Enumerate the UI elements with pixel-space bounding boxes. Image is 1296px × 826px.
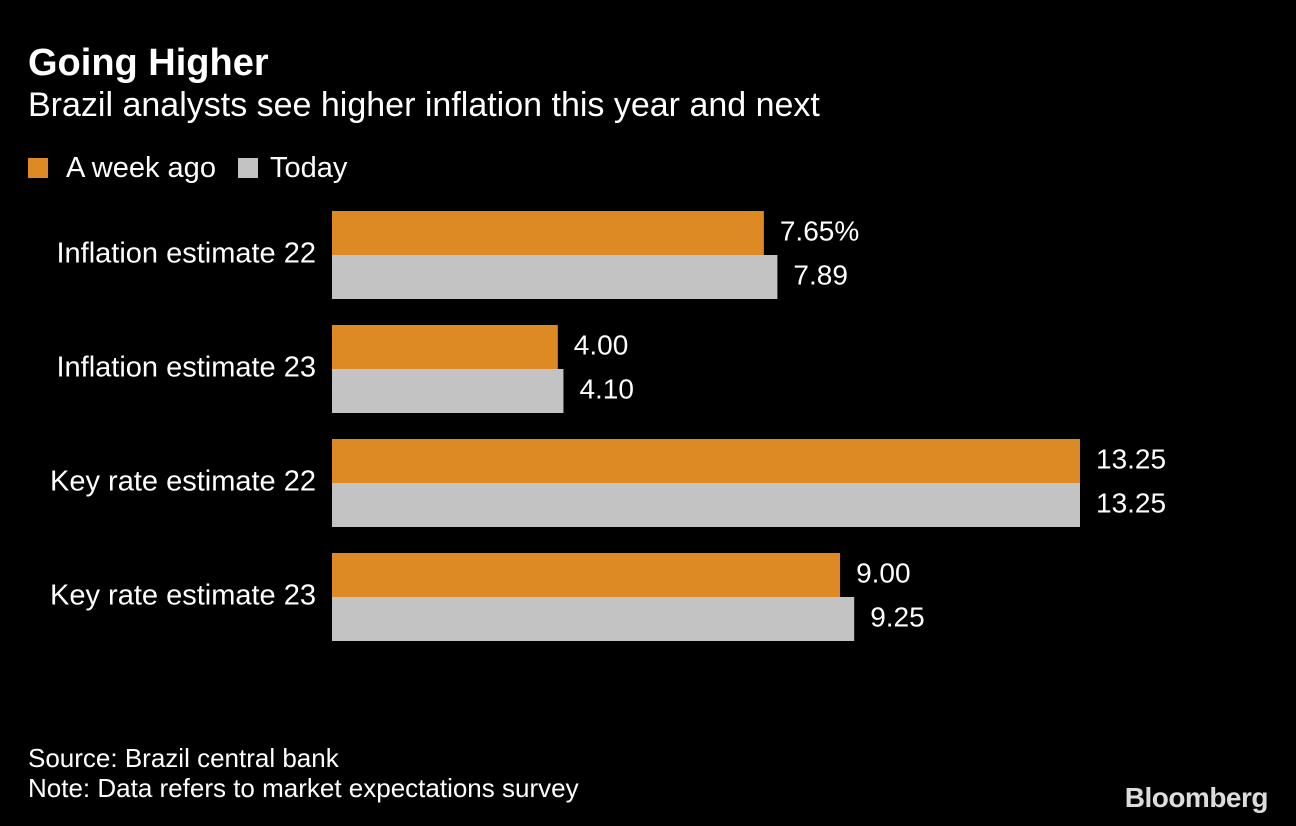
legend-swatch-today (237, 158, 258, 178)
category-label: Inflation estimate 22 (56, 238, 316, 270)
legend-item-week-ago: A week ago (28, 152, 216, 185)
bar-week-ago (332, 325, 558, 369)
source-note: Source: Brazil central bank (28, 743, 339, 773)
data-note: Note: Data refers to market expectations… (28, 773, 579, 803)
legend-swatch-week-ago (28, 158, 48, 178)
data-label: 13.25 (1096, 443, 1166, 474)
bar-today (332, 369, 564, 413)
bloomberg-logo: Bloomberg (1124, 782, 1269, 813)
category-label: Key rate estimate 22 (50, 466, 316, 498)
legend-item-today: Today (237, 151, 348, 185)
data-label: 13.25 (1096, 487, 1166, 518)
chart-subtitle: Brazil analysts see higher inflation thi… (28, 86, 820, 124)
bar-today (332, 255, 778, 299)
data-label: 7.89 (793, 259, 848, 290)
bar-today (332, 483, 1080, 527)
data-label: 7.65% (780, 215, 859, 246)
legend: A week ago Today (28, 150, 369, 186)
category-label: Key rate estimate 23 (50, 580, 316, 612)
data-label: 4.00 (574, 329, 629, 360)
bar-week-ago (332, 439, 1080, 483)
legend-label-today: Today (269, 151, 348, 184)
bar-today (332, 597, 855, 641)
legend-label-week-ago: A week ago (66, 151, 216, 184)
data-label: 9.25 (870, 601, 925, 632)
bar-week-ago (332, 553, 841, 597)
data-label: 9.00 (856, 557, 911, 588)
chart-title: Going Higher (28, 42, 269, 84)
data-label: 4.10 (579, 373, 634, 404)
category-label: Inflation estimate 23 (56, 352, 316, 384)
bar-week-ago (332, 211, 764, 255)
